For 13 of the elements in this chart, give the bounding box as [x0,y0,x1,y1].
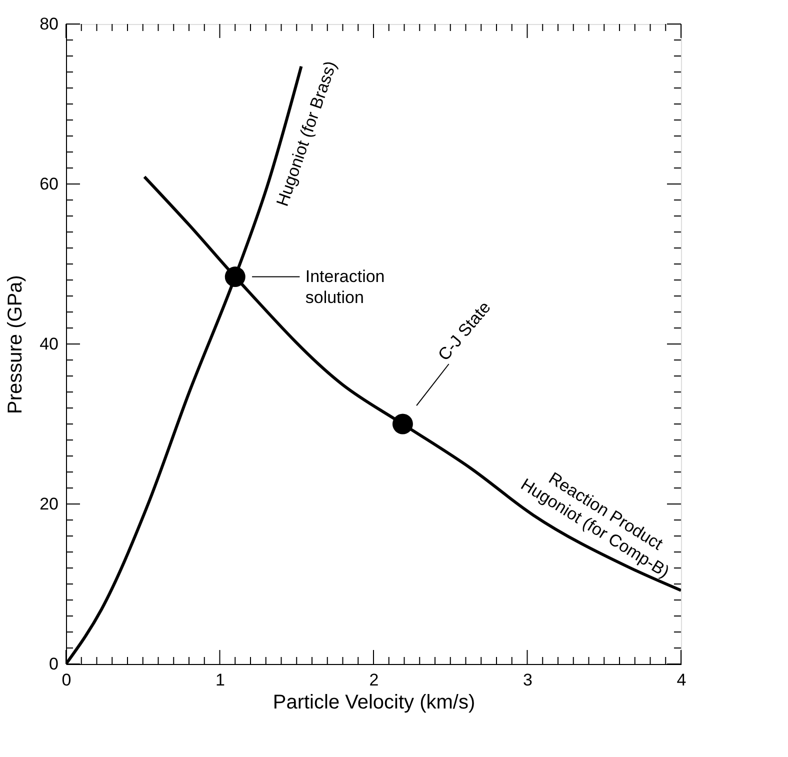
x-tick-label: 4 [676,670,686,690]
y-axis-title: Pressure (GPa) [4,275,27,414]
x-tick-label: 0 [62,670,72,690]
x-tick-label: 3 [523,670,532,690]
x-tick-label: 1 [216,670,225,690]
annotation: Interaction solution [305,266,385,307]
x-axis-title: Particle Velocity (km/s) [272,692,476,714]
y-tick-label: 60 [40,174,58,194]
y-tick-label: 40 [40,334,58,354]
y-tick-label: 80 [40,14,58,34]
y-tick-label: 20 [40,494,58,514]
y-tick-label: 0 [49,654,58,674]
x-tick-label: 2 [369,670,379,690]
